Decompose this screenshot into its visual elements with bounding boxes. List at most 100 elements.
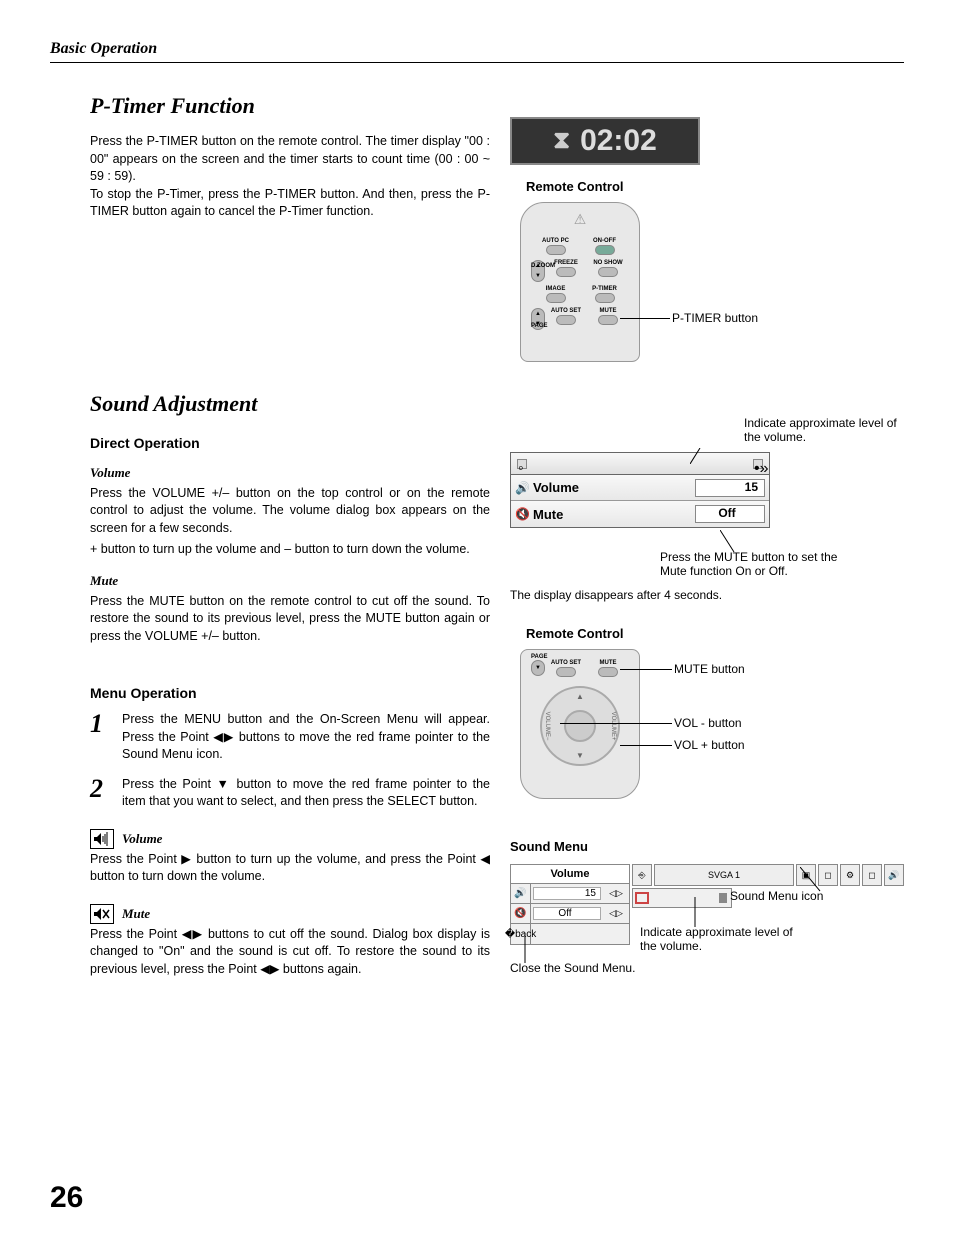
btn-label-page-2: PAGE	[531, 654, 548, 660]
sm-mute-value: Off	[533, 907, 601, 920]
btn-label-image: IMAGE	[531, 286, 580, 292]
annotation-vol-level: Indicate approximate level of the volume…	[744, 416, 904, 444]
step-2-text: Press the Point ▼ button to move the red…	[122, 776, 490, 811]
mute-button-2[interactable]	[598, 667, 618, 677]
sm-volume-value: 15	[533, 887, 601, 900]
dpad-up[interactable]: ▲	[576, 692, 584, 701]
sm-slider-handle[interactable]	[719, 893, 727, 903]
volume-row-value: 15	[695, 479, 765, 497]
mute-subheading: Mute	[90, 573, 490, 589]
volume-text1: Press the VOLUME +/– button on the top c…	[90, 485, 490, 538]
dpad-down[interactable]: ▼	[576, 751, 584, 760]
btn-label-mute-2: MUTE	[587, 660, 629, 666]
sm-arrow-close	[520, 933, 530, 963]
sm-slider[interactable]	[632, 888, 732, 908]
dpad-center[interactable]	[564, 710, 596, 742]
mute-row-label: Mute	[533, 507, 695, 522]
sm-top-icon-4[interactable]: ⚙	[840, 864, 860, 886]
autoset-button[interactable]	[556, 315, 576, 325]
mute-row: 🔇 Mute Off	[511, 501, 769, 527]
volume-icon-text: Press the Point ▶ button to turn up the …	[90, 851, 490, 886]
btn-label-autopc: AUTO PC	[531, 238, 580, 244]
sound-menu-label: Sound Menu	[510, 839, 904, 854]
remote-control-1: ⚠ AUTO PC ON-OFF ▲▼ FREEZE NO SHOW D.ZOO…	[520, 202, 640, 362]
remote-control-2: ▼ AUTO SET MUTE PAGE ▲ ▼ VOLUME− VOLUME+	[520, 649, 640, 799]
volume-row-icon: 🔊	[515, 481, 533, 495]
menu-operation-heading: Menu Operation	[90, 685, 490, 701]
annot-mute-btn: MUTE button	[674, 662, 745, 676]
sound-heading: Sound Adjustment	[90, 391, 490, 417]
autopc-button[interactable]	[546, 245, 566, 255]
mute-icon-label: Mute	[122, 906, 150, 922]
dpad-right-label: VOLUME+	[610, 712, 616, 741]
sm-volume-icon: 🔊	[511, 884, 531, 903]
mute-text: Press the MUTE button on the remote cont…	[90, 593, 490, 646]
volume-dialog-header: ◦ •»	[511, 453, 769, 475]
sm-row-mute: 🔇 Off ◁▷	[511, 904, 629, 924]
step-1: 1 Press the MENU button and the On-Scree…	[90, 711, 490, 764]
sm-volume-adjust[interactable]: ◁▷	[603, 888, 629, 899]
disappear-note: The display disappears after 4 seconds.	[510, 588, 904, 602]
warning-icon: ⚠	[531, 211, 629, 228]
remote-control-label-1: Remote Control	[526, 179, 904, 194]
btn-label-ptimer: P-TIMER	[580, 286, 629, 292]
btn-label-mute: MUTE	[587, 308, 629, 314]
btn-label-onoff: ON-OFF	[580, 238, 629, 244]
mute-row-value: Off	[695, 505, 765, 523]
dialog-handle-right[interactable]: •»	[753, 459, 763, 469]
btn-label-noshow: NO SHOW	[587, 260, 629, 266]
section-title: Basic Operation	[50, 40, 904, 58]
annotation-ptimer: P-TIMER button	[672, 311, 758, 325]
btn-label-page: PAGE	[531, 323, 548, 329]
sm-top-icon-5[interactable]: ◻	[862, 864, 882, 886]
autoset-button-2[interactable]	[556, 667, 576, 677]
main-content: P-Timer Function Press the P-TIMER butto…	[50, 93, 904, 978]
timer-value: 02:02	[580, 124, 657, 158]
sm-mute-icon: 🔇	[511, 904, 531, 923]
line-volminus	[560, 723, 672, 724]
volume-row: 🔊 Volume 15	[511, 475, 769, 501]
annot-volminus: VOL - button	[674, 716, 742, 730]
annot-volplus: VOL + button	[674, 738, 745, 752]
ptimer-button[interactable]	[595, 293, 615, 303]
sm-svga: SVGA 1	[654, 864, 794, 886]
image-button[interactable]	[546, 293, 566, 303]
line-mute-btn	[620, 669, 672, 670]
freeze-button[interactable]	[556, 267, 576, 277]
dialog-handle-left[interactable]: ◦	[517, 459, 527, 469]
volume-icon	[90, 829, 114, 849]
step-2: 2 Press the Point ▼ button to move the r…	[90, 776, 490, 811]
direct-operation-heading: Direct Operation	[90, 435, 490, 451]
sm-annot-close: Close the Sound Menu.	[510, 961, 635, 975]
noshow-button[interactable]	[598, 267, 618, 277]
mute-row-icon: 🔇	[515, 507, 533, 521]
page-button-2[interactable]: ▼	[531, 660, 545, 676]
sm-mute-adjust[interactable]: ◁▷	[603, 908, 629, 919]
dpad-left-label: VOLUME−	[544, 712, 550, 741]
page-number: 26	[50, 1181, 83, 1215]
step-number-1: 1	[90, 711, 110, 764]
volume-subheading: Volume	[90, 465, 490, 481]
mute-icon-row: Mute	[90, 904, 490, 924]
step-number-2: 2	[90, 776, 110, 811]
sm-row-volume: 🔊 15 ◁▷	[511, 884, 629, 904]
annotation-line-ptimer	[620, 318, 670, 319]
sm-title: Volume	[511, 865, 629, 884]
sm-annot-level: Indicate approximate level of the volume…	[640, 925, 800, 953]
mute-icon	[90, 904, 114, 924]
step-1-text: Press the MENU button and the On-Screen …	[122, 711, 490, 764]
sm-top-icon-6[interactable]: 🔊	[884, 864, 904, 886]
annotation-arrow-2	[720, 530, 740, 552]
ptimer-heading: P-Timer Function	[90, 93, 490, 119]
sm-top-icon-1[interactable]: ⎆	[632, 864, 652, 886]
timer-display: ⧗ 02:02	[510, 117, 700, 165]
btn-label-autoset: AUTO SET	[545, 308, 587, 314]
onoff-button[interactable]	[595, 245, 615, 255]
mute-icon-text: Press the Point ◀▶ buttons to cut off th…	[90, 926, 490, 979]
dpad[interactable]: ▲ ▼ VOLUME− VOLUME+	[540, 686, 620, 766]
mute-button-r1[interactable]	[598, 315, 618, 325]
btn-label-autoset-2: AUTO SET	[545, 660, 587, 666]
volume-icon-label: Volume	[122, 831, 162, 847]
left-column: P-Timer Function Press the P-TIMER butto…	[50, 93, 490, 978]
ptimer-body1: Press the P-TIMER button on the remote c…	[90, 133, 490, 186]
